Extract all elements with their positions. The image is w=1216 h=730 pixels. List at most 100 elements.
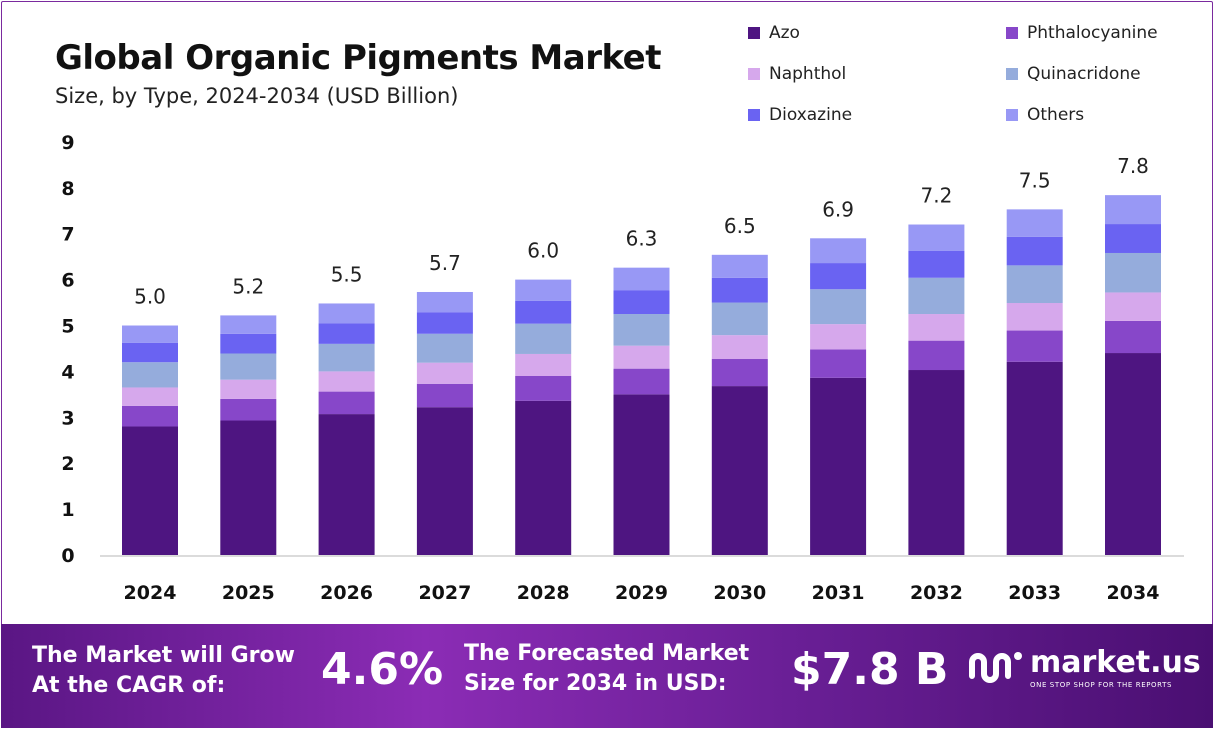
bar-segment-azo (416, 407, 473, 555)
bar-segment-naphthol (318, 371, 375, 392)
x-tick-label: 2031 (812, 582, 865, 604)
bar-total-label: 6.3 (626, 227, 658, 251)
bar-segment-others (1105, 195, 1161, 225)
bar-segment-others (711, 254, 768, 278)
bar-segment-azo (515, 400, 572, 555)
bar-segment-azo (122, 426, 178, 555)
bar-segment-quinacridone (416, 333, 473, 363)
legend-label-phthalocyanine: Phthalocyanine (1027, 23, 1158, 43)
bar-segment-others (613, 267, 670, 291)
bar-segment-quinacridone (810, 289, 867, 325)
bar-segment-phthalocyanine (908, 340, 965, 371)
bar-segment-naphthol (810, 324, 867, 350)
bar-total-label: 5.5 (331, 262, 363, 286)
bar-segment-phthalocyanine (515, 375, 572, 401)
bar-segment-phthalocyanine (416, 383, 473, 408)
bar-total-label: 7.2 (920, 184, 952, 208)
y-tick-label: 9 (61, 132, 74, 154)
bar-segment-others (908, 224, 965, 251)
bar-segment-phthalocyanine (711, 359, 768, 387)
legend-label-azo: Azo (769, 23, 800, 43)
bar-segment-phthalocyanine (1105, 320, 1161, 354)
stacked-bar-chart: 0 1 2 3 4 5 6 7 8 9 5.0 2024 5.2 2025 5.5 2026 5.7 2027 6.… (61, 132, 1184, 604)
bar-segment-naphthol (515, 353, 572, 376)
bar-segment-azo (908, 370, 965, 555)
bar-segment-phthalocyanine (1006, 330, 1063, 362)
bar-segment-others (515, 279, 572, 301)
bar-segment-naphthol (1105, 292, 1161, 321)
bar-segment-naphthol (1006, 303, 1063, 331)
bar-total-label: 7.5 (1019, 168, 1051, 192)
bar-segment-quinacridone (711, 302, 768, 336)
bar-segment-naphthol (908, 314, 965, 341)
bar-segment-dioxazine (613, 290, 670, 315)
y-tick-label: 7 (61, 224, 74, 246)
bar-segment-phthalocyanine (613, 368, 670, 395)
bar-segment-dioxazine (122, 342, 178, 363)
bar-total-label: 6.5 (724, 214, 756, 238)
bar-segment-naphthol (416, 362, 473, 384)
bar-segment-azo (1006, 361, 1063, 555)
forecast-value: $7.8 B (791, 644, 949, 695)
y-tick-label: 1 (61, 499, 74, 521)
x-tick-label: 2033 (1008, 582, 1061, 604)
bar-segment-dioxazine (908, 250, 965, 278)
bar-segment-quinacridone (908, 277, 965, 315)
market-us-logo[interactable]: market.us ONE STOP SHOP FOR THE REPORTS (966, 646, 1201, 690)
bar-segment-azo (220, 420, 277, 555)
bar-segment-azo (1105, 353, 1161, 555)
chart-subtitle: Size, by Type, 2024-2034 (USD Billion) (55, 84, 459, 108)
bar-segment-quinacridone (1006, 265, 1063, 304)
bar-segment-dioxazine (810, 263, 867, 290)
cagr-label-line1: The Market will Grow (32, 643, 295, 668)
chart-legend: Azo Phthalocyanine Naphthol Quinacridone… (748, 22, 1198, 132)
bar-segment-phthalocyanine (318, 391, 375, 415)
bar-segment-others (220, 315, 277, 334)
bar-segment-dioxazine (515, 300, 572, 324)
forecast-label-line1: The Forecasted Market (464, 641, 750, 666)
x-tick-label: 2034 (1107, 582, 1160, 604)
legend-label-dioxazine: Dioxazine (769, 105, 853, 125)
bar-segment-dioxazine (711, 277, 768, 303)
bar-segment-phthalocyanine (220, 398, 277, 421)
bar-segment-dioxazine (416, 312, 473, 334)
y-tick-label: 2 (61, 453, 74, 475)
bar-segment-dioxazine (220, 333, 277, 354)
chart-title: Global Organic Pigments Market (55, 38, 661, 78)
forecast-label-line2: Size for 2034 in USD: (464, 671, 727, 696)
legend-swatch-phthalocyanine (1006, 27, 1018, 39)
x-tick-label: 2027 (418, 582, 471, 604)
y-tick-label: 0 (61, 545, 74, 567)
legend-swatch-azo (748, 27, 760, 39)
legend-label-others: Others (1027, 105, 1085, 125)
x-tick-label: 2032 (910, 582, 963, 604)
bar-total-label: 7.8 (1117, 154, 1149, 178)
bar-segment-quinacridone (1105, 252, 1161, 293)
bar-segment-quinacridone (515, 323, 572, 354)
bar-segment-phthalocyanine (810, 349, 867, 378)
market-us-logo-icon (969, 652, 1022, 683)
bar-segment-dioxazine (1105, 224, 1161, 253)
bar-segment-phthalocyanine (122, 405, 178, 427)
x-tick-label: 2030 (713, 582, 766, 604)
bar-segment-dioxazine (318, 323, 375, 344)
cagr-label: The Market will Grow At the CAGR of: (32, 641, 295, 701)
bar-total-label: 6.0 (527, 239, 559, 263)
bar-segment-others (416, 291, 473, 313)
x-tick-label: 2025 (222, 582, 275, 604)
legend-item-azo: Azo (748, 22, 800, 44)
bar-segment-azo (810, 377, 867, 555)
bar-segment-others (318, 303, 375, 324)
bar-segment-naphthol (711, 335, 768, 360)
y-tick-label: 5 (61, 316, 74, 338)
bar-segment-others (1006, 209, 1063, 237)
legend-item-naphthol: Naphthol (748, 63, 846, 85)
bar-segment-azo (711, 386, 768, 555)
x-tick-label: 2026 (320, 582, 373, 604)
bar-total-label: 5.0 (134, 285, 166, 309)
legend-item-others: Others (1006, 104, 1084, 126)
bar-segment-quinacridone (122, 362, 178, 388)
forecast-label: The Forecasted Market Size for 2034 in U… (464, 639, 749, 699)
legend-label-quinacridone: Quinacridone (1027, 64, 1141, 84)
y-tick-label: 6 (61, 270, 74, 292)
